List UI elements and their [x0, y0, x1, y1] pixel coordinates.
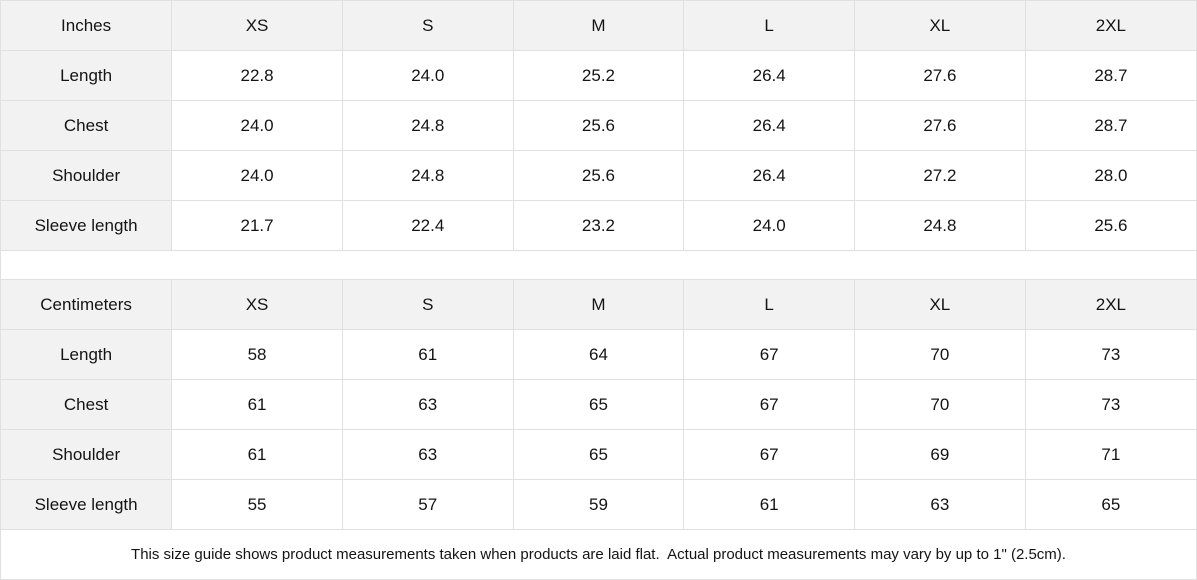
value-cell: 24.8 [341, 100, 514, 151]
unit-header-cell: Inches [0, 0, 173, 51]
value-cell: 69 [854, 429, 1026, 480]
row-label-cell: Shoulder [0, 150, 173, 201]
row-label-cell: Chest [0, 100, 173, 151]
value-cell: 22.8 [171, 50, 343, 101]
value-cell: 24.0 [341, 50, 514, 101]
value-cell: 63 [341, 429, 514, 480]
row-label-cell: Sleeve length [0, 479, 173, 530]
size-header-cell: 2XL [1024, 279, 1197, 330]
table-gap [1, 250, 1196, 280]
value-cell: 65 [1024, 479, 1197, 530]
size-guide-note: This size guide shows product measuremen… [131, 546, 1066, 563]
value-cell: 65 [512, 429, 685, 480]
size-header-cell: M [512, 279, 685, 330]
value-cell: 23.2 [512, 200, 685, 251]
value-cell: 28.7 [1024, 50, 1197, 101]
value-cell: 67 [683, 429, 856, 480]
value-cell: 67 [683, 379, 856, 430]
size-header-cell: S [341, 0, 514, 51]
row-label-cell: Shoulder [0, 429, 173, 480]
header-row: Centimeters XS S M L XL 2XL [0, 279, 1197, 330]
value-cell: 26.4 [683, 100, 856, 151]
value-cell: 28.7 [1024, 100, 1197, 151]
row-label-cell: Length [0, 50, 173, 101]
value-cell: 70 [854, 329, 1026, 380]
value-cell: 64 [512, 329, 685, 380]
value-cell: 61 [171, 429, 343, 480]
value-cell: 21.7 [171, 200, 343, 251]
size-header-cell: L [683, 0, 856, 51]
table-row: Length 22.8 24.0 25.2 26.4 27.6 28.7 [0, 50, 1197, 101]
value-cell: 73 [1024, 329, 1197, 380]
value-cell: 55 [171, 479, 343, 530]
size-header-cell: L [683, 279, 856, 330]
value-cell: 59 [512, 479, 685, 530]
size-header-cell: 2XL [1024, 0, 1197, 51]
unit-header-cell: Centimeters [0, 279, 173, 330]
value-cell: 22.4 [341, 200, 514, 251]
value-cell: 26.4 [683, 50, 856, 101]
size-header-cell: XL [854, 279, 1026, 330]
value-cell: 27.6 [854, 50, 1026, 101]
value-cell: 65 [512, 379, 685, 430]
table-row: Sleeve length 21.7 22.4 23.2 24.0 24.8 2… [0, 200, 1197, 251]
row-label-cell: Length [0, 329, 173, 380]
value-cell: 25.6 [512, 150, 685, 201]
value-cell: 24.8 [341, 150, 514, 201]
value-cell: 63 [854, 479, 1026, 530]
table-row: Sleeve length 55 57 59 61 63 65 [0, 479, 1197, 530]
value-cell: 57 [341, 479, 514, 530]
size-header-cell: S [341, 279, 514, 330]
size-header-cell: M [512, 0, 685, 51]
value-cell: 24.8 [854, 200, 1026, 251]
value-cell: 63 [341, 379, 514, 430]
size-guide-footer: This size guide shows product measuremen… [1, 529, 1196, 579]
table-row: Length 58 61 64 67 70 73 [0, 329, 1197, 380]
table-row: Shoulder 24.0 24.8 25.6 26.4 27.2 28.0 [0, 150, 1197, 201]
value-cell: 25.6 [1024, 200, 1197, 251]
header-row: Inches XS S M L XL 2XL [0, 0, 1197, 51]
row-label-cell: Sleeve length [0, 200, 173, 251]
value-cell: 25.2 [512, 50, 685, 101]
inches-table: Inches XS S M L XL 2XL Length 22.8 24.0 … [0, 0, 1197, 251]
size-header-cell: XS [171, 279, 343, 330]
value-cell: 25.6 [512, 100, 685, 151]
value-cell: 67 [683, 329, 856, 380]
row-label-cell: Chest [0, 379, 173, 430]
value-cell: 61 [171, 379, 343, 430]
value-cell: 70 [854, 379, 1026, 430]
value-cell: 27.2 [854, 150, 1026, 201]
value-cell: 73 [1024, 379, 1197, 430]
value-cell: 61 [683, 479, 856, 530]
table-row: Chest 24.0 24.8 25.6 26.4 27.6 28.7 [0, 100, 1197, 151]
value-cell: 24.0 [683, 200, 856, 251]
value-cell: 24.0 [171, 150, 343, 201]
value-cell: 71 [1024, 429, 1197, 480]
value-cell: 61 [341, 329, 514, 380]
value-cell: 24.0 [171, 100, 343, 151]
value-cell: 27.6 [854, 100, 1026, 151]
size-header-cell: XL [854, 0, 1026, 51]
value-cell: 26.4 [683, 150, 856, 201]
table-row: Chest 61 63 65 67 70 73 [0, 379, 1197, 430]
centimeters-table: Centimeters XS S M L XL 2XL Length 58 61… [0, 279, 1197, 530]
size-header-cell: XS [171, 0, 343, 51]
table-row: Shoulder 61 63 65 67 69 71 [0, 429, 1197, 480]
value-cell: 58 [171, 329, 343, 380]
value-cell: 28.0 [1024, 150, 1197, 201]
